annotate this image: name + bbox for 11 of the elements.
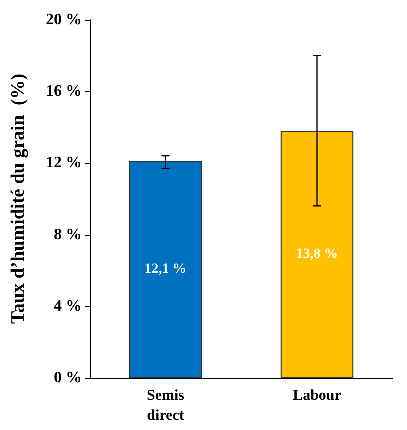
x-tick-label: Labour	[293, 388, 342, 404]
y-tick-label: 16 %	[46, 83, 82, 100]
y-tick-label: 12 %	[46, 154, 82, 172]
data-label: 12,1 %	[144, 262, 187, 278]
x-tick-label: Semis direct	[147, 388, 185, 424]
y-tick-label: 8 %	[54, 226, 82, 244]
y-axis-title: Taux d’humidité du grain (%)	[8, 74, 29, 324]
y-tick-label: 20 %	[46, 12, 82, 28]
y-tick-label: 0 %	[54, 370, 82, 386]
data-label: 13,8 %	[296, 246, 338, 262]
y-tick-label: 4 %	[54, 298, 82, 315]
